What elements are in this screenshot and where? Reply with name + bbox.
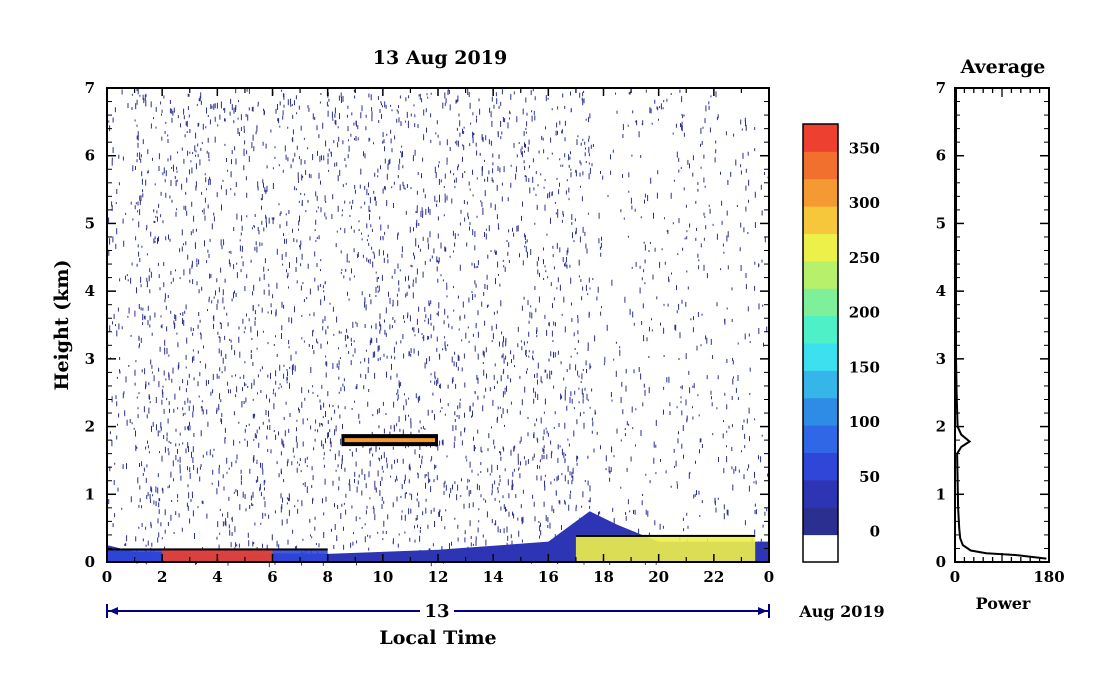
avg-x-tick-label: 0 <box>950 568 960 586</box>
x-tick-label: 8 <box>322 568 332 586</box>
colorbar <box>803 124 838 563</box>
colorbar-label: 50 <box>859 468 880 486</box>
colorbar-label: 150 <box>849 358 880 376</box>
x-axis-label: Local Time <box>379 627 496 649</box>
colorbar-labels: 0 50 100 150 200 250 300 350 <box>849 139 880 540</box>
chart-title: 13 Aug 2019 <box>373 47 507 69</box>
colorbar-swatch <box>803 178 838 207</box>
colorbar-label: 200 <box>849 304 880 322</box>
feature-core-2 <box>344 438 435 443</box>
colorbar-swatch <box>803 452 838 481</box>
x-tick-label: 0 <box>764 568 774 586</box>
colorbar-swatch <box>803 151 838 180</box>
x-tick-label: 4 <box>212 568 222 586</box>
y-tick-label: 0 <box>85 553 95 571</box>
y-tick-label: 1 <box>85 485 95 503</box>
y-tick-label: 7 <box>85 79 95 97</box>
y-tick-label: 3 <box>85 350 95 368</box>
avg-y-tick-label: 7 <box>936 79 946 97</box>
month-label: Aug 2019 <box>798 602 884 621</box>
x-tick-label: 10 <box>372 568 393 586</box>
x-tick-label: 0 <box>102 568 112 586</box>
main-plot-frame <box>106 87 770 563</box>
noise-speckle <box>107 88 770 568</box>
y-tick-labels: 0 1 2 3 4 5 6 7 <box>85 79 95 571</box>
avg-y-tick-label: 2 <box>936 418 946 436</box>
colorbar-label: 300 <box>849 194 880 212</box>
avg-x-tick-label: 180 <box>1033 568 1064 586</box>
colorbar-frame <box>802 123 839 563</box>
colorbar-label: 0 <box>870 523 880 541</box>
avg-y-tick-label: 0 <box>936 553 946 571</box>
y-tick-label: 4 <box>85 282 95 300</box>
average-plot-frame <box>954 87 1050 563</box>
feature-edge-1 <box>162 548 273 551</box>
colorbar-swatch <box>803 479 838 508</box>
day-marker-bar <box>106 601 770 621</box>
colorbar-swatch <box>803 288 838 317</box>
x-tick-label: 6 <box>267 568 277 586</box>
avg-y-tick-label: 3 <box>936 350 946 368</box>
day-marker-label: 13 <box>424 601 449 622</box>
x-tick-labels: 0 2 4 6 8 10 12 14 16 18 20 22 0 <box>102 568 774 586</box>
average-x-tick-labels: 0 180 <box>950 568 1065 586</box>
colorbar-swatch <box>803 343 838 371</box>
colorbar-swatch <box>803 206 838 234</box>
colorbar-label: 250 <box>849 249 880 267</box>
avg-y-tick-label: 5 <box>936 214 946 232</box>
average-x-label: Power <box>976 594 1031 613</box>
colorbar-label: 100 <box>849 413 880 431</box>
colorbar-swatch <box>803 397 838 426</box>
x-tick-label: 22 <box>703 568 724 586</box>
average-axis-ticks <box>954 87 1050 563</box>
feature-edge-3 <box>575 534 756 537</box>
colorbar-swatch <box>803 233 838 262</box>
x-tick-label: 14 <box>483 568 504 586</box>
colorbar-swatch <box>803 534 838 563</box>
colorbar-swatch <box>803 315 838 344</box>
x-tick-label: 20 <box>648 568 669 586</box>
average-power-profile-line <box>955 88 1047 560</box>
avg-y-tick-label: 4 <box>936 282 946 300</box>
heatmap-area <box>107 88 770 568</box>
colorbar-swatch <box>803 260 838 289</box>
colorbar-swatch <box>803 124 838 152</box>
x-tick-label: 16 <box>538 568 559 586</box>
colorbar-swatch <box>803 425 838 453</box>
x-tick-label: 2 <box>157 568 167 586</box>
main-axis-ticks <box>106 87 770 563</box>
average-y-tick-labels: 0 1 2 3 4 5 6 7 <box>936 79 946 571</box>
avg-y-tick-label: 6 <box>936 147 946 165</box>
colorbar-swatch <box>803 507 838 536</box>
colorbar-swatch <box>803 370 838 399</box>
y-axis-label: Height (km) <box>51 260 73 391</box>
x-tick-label: 12 <box>428 568 449 586</box>
x-tick-label: 18 <box>593 568 614 586</box>
avg-y-tick-label: 1 <box>936 485 946 503</box>
average-title: Average <box>960 56 1046 78</box>
y-tick-label: 5 <box>85 214 95 232</box>
feature-3 <box>575 534 756 562</box>
colorbar-label: 350 <box>849 139 880 157</box>
y-tick-label: 2 <box>85 418 95 436</box>
y-tick-label: 6 <box>85 147 95 165</box>
